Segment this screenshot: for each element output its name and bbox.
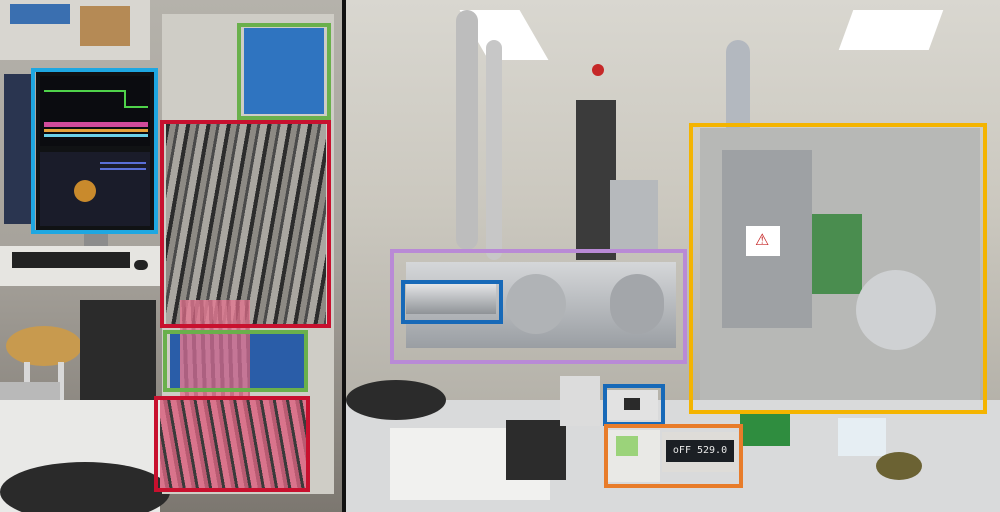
beam-tube-box <box>401 280 503 324</box>
temperature-controller <box>606 390 658 420</box>
cabinet <box>80 300 156 400</box>
monitor-box <box>31 68 158 234</box>
electronics-module-upper <box>244 28 324 114</box>
pink-cables-upper <box>180 300 250 400</box>
container <box>838 418 886 456</box>
controller-unit <box>560 376 600 426</box>
monitor-stand <box>84 232 108 246</box>
left-photo <box>0 0 342 512</box>
waveform-screen <box>40 76 150 146</box>
controller-box <box>603 384 665 426</box>
cardboard-box <box>80 6 130 46</box>
column <box>576 100 616 260</box>
sample-holder <box>856 270 936 350</box>
upper-electronics-box <box>237 23 331 120</box>
side-monitor <box>4 74 32 224</box>
hose <box>486 40 502 260</box>
readout-display: oFF 529.0 <box>666 440 734 462</box>
bottom-rack-box <box>154 396 310 492</box>
keyboard <box>12 252 130 268</box>
readout-unit: oFF 529.0 <box>662 432 738 472</box>
blue-box-on-shelf <box>10 4 70 24</box>
warning-label: ⚠ <box>746 226 780 256</box>
detector-module-box <box>689 123 987 414</box>
pump <box>610 180 658 250</box>
circuit-board <box>812 214 862 294</box>
pink-cables <box>160 396 310 492</box>
hose <box>456 10 478 250</box>
beam-tube <box>406 284 496 314</box>
mouse <box>134 260 148 270</box>
image-screen <box>40 152 150 226</box>
lower-electronics-box <box>163 330 308 392</box>
round-stage <box>346 380 446 420</box>
warning-icon: ⚠ <box>755 230 770 249</box>
stool-seat <box>6 326 82 366</box>
stool-leg <box>58 362 64 402</box>
vacuum-chamber-box <box>390 249 687 364</box>
scale <box>506 420 566 480</box>
monitor <box>36 72 154 230</box>
chamber-flange <box>506 274 566 334</box>
chamber-flange <box>610 274 664 334</box>
red-valve <box>592 64 604 76</box>
green-box <box>740 412 790 446</box>
cable-bundle <box>166 124 326 324</box>
dish <box>876 452 922 480</box>
round-stage <box>0 462 170 512</box>
panel-divider <box>342 0 346 512</box>
gauge-controller <box>608 430 660 482</box>
cable-rack-box <box>160 120 331 328</box>
readout-box <box>604 424 743 488</box>
ceiling-light <box>838 10 944 50</box>
